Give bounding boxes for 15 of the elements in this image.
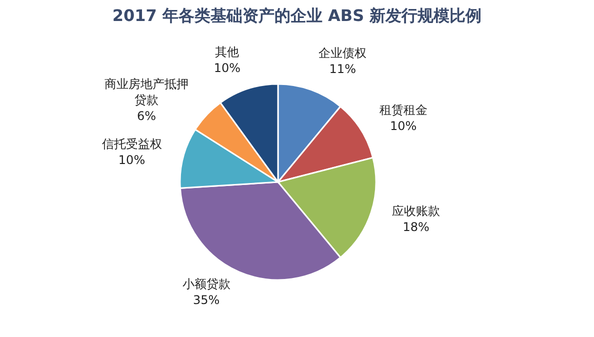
- data-label: 10%: [118, 153, 146, 168]
- data-label: 11%: [329, 62, 356, 76]
- slice-label: 企业债权: [318, 46, 367, 60]
- slice-label: 商业房地产抵押贷款: [104, 76, 189, 107]
- slice-label: 租赁租金: [379, 102, 428, 117]
- data-label: 18%: [402, 220, 430, 234]
- data-label: 10%: [390, 118, 417, 133]
- slice-label: 小额贷款: [182, 277, 230, 292]
- data-label: 35%: [192, 293, 220, 308]
- data-label: 6%: [136, 108, 156, 123]
- data-label: 10%: [214, 60, 241, 75]
- chart-title: 2017 年各类基础资产的企业 ABS 新发行规模比例: [111, 6, 483, 27]
- slice-label: 应收账款: [392, 204, 440, 218]
- slice-label: 其他: [215, 44, 240, 59]
- slice-label: 信托受益权: [102, 137, 162, 152]
